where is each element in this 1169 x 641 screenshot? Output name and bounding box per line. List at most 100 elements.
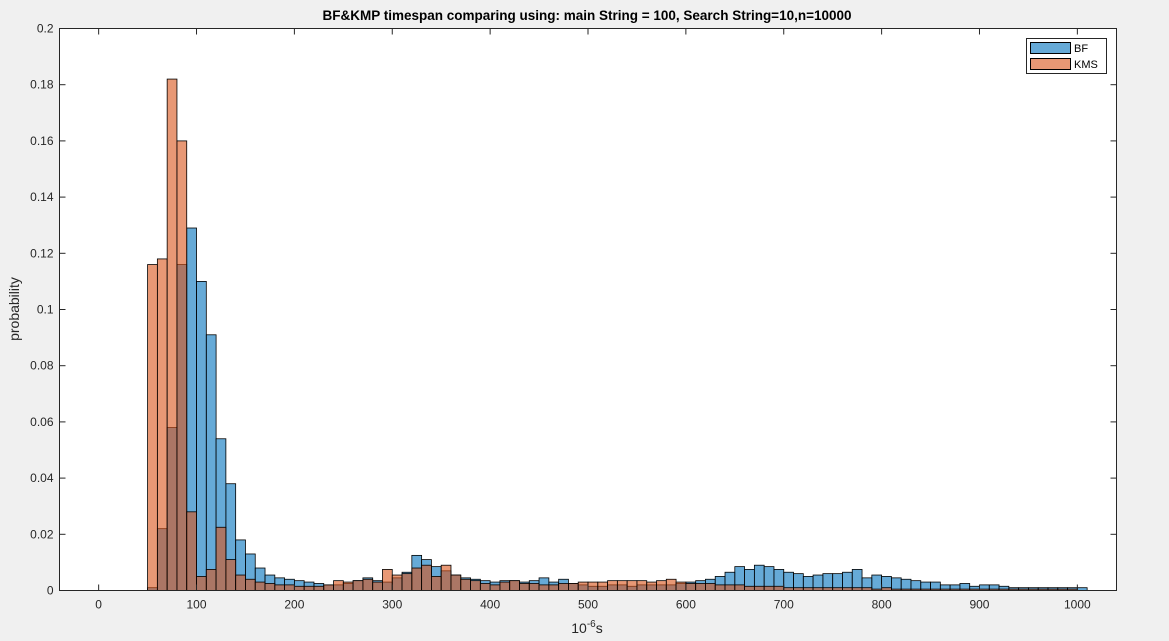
kms-bar — [450, 574, 462, 591]
x-axis-ticks: 0 100 200 300 400 500 600 700 800 900 1000 — [95, 28, 1091, 612]
y-tick-label: 0.2 — [37, 22, 54, 36]
x-tick-label: 0 — [95, 598, 102, 612]
kms-bar — [186, 511, 197, 591]
y-tick-label: 0.06 — [30, 415, 54, 429]
kms-bar — [646, 581, 657, 591]
legend-label-bf: BF — [1074, 43, 1088, 55]
kms-bar — [656, 580, 667, 591]
kms-bar — [440, 564, 452, 591]
y-tick-label: 0 — [47, 584, 54, 598]
kms-bar — [431, 576, 442, 591]
kms-bar — [235, 574, 246, 591]
kms-bar — [734, 584, 745, 591]
kms-bar — [695, 583, 706, 591]
kms-bar — [460, 578, 471, 591]
kms-bar — [147, 264, 158, 591]
kms-bar — [705, 583, 716, 591]
kms-bar — [568, 583, 579, 591]
legend: BF KMS — [1026, 38, 1107, 74]
x-tick-label: 1000 — [1064, 598, 1091, 612]
kms-bar — [470, 580, 481, 591]
x-tick-label: 400 — [480, 598, 500, 612]
kms-bar — [597, 581, 608, 591]
kms-bar — [724, 584, 736, 591]
kms-bar — [166, 78, 178, 591]
bf-bar — [205, 334, 217, 591]
kms-bar — [274, 584, 285, 591]
y-tick-label: 0.02 — [30, 527, 54, 541]
y-tick-label: 0.14 — [30, 190, 54, 204]
y-tick-label: 0.18 — [30, 78, 54, 92]
kms-bar — [421, 564, 432, 591]
x-tick-label: 600 — [676, 598, 696, 612]
x-axis-label-base: 10 — [571, 620, 587, 636]
y-axis-ticks: 0 0.02 0.04 0.06 0.08 0.1 0.12 0.14 0.16 0.18 0.2 — [30, 22, 1117, 598]
kms-bar — [616, 580, 628, 591]
x-axis-label: 10-6s — [571, 619, 602, 636]
legend-label-kms: KMS — [1074, 59, 1098, 71]
x-axis-label-exponent: -6 — [587, 619, 596, 630]
x-tick-label: 800 — [872, 598, 892, 612]
bf-bar — [196, 280, 207, 591]
kms-bar — [636, 580, 648, 591]
kms-bar — [323, 584, 334, 591]
x-tick-label: 200 — [284, 598, 304, 612]
kms-bar — [284, 584, 295, 591]
y-tick-label: 0.12 — [30, 246, 54, 260]
kms-bar — [215, 526, 227, 591]
kms-bar — [401, 573, 413, 591]
chart-title: BF&KMP timespan comparing using: main St… — [322, 8, 851, 23]
y-tick-label: 0.1 — [37, 303, 54, 317]
kms-bar — [499, 581, 511, 591]
kms-bar — [509, 580, 520, 591]
kms-bar — [763, 585, 775, 591]
kms-bar — [411, 567, 423, 591]
kms-bar — [254, 581, 266, 591]
kms-bar — [558, 583, 569, 591]
x-axis-label-unit: s — [596, 620, 603, 636]
kms-bar — [313, 585, 325, 591]
x-tick-label: 300 — [382, 598, 402, 612]
kms-bar — [519, 583, 530, 591]
kms-bar — [303, 585, 315, 591]
kms-bar — [577, 581, 589, 591]
kms-bar — [245, 578, 256, 591]
kms-bar — [587, 581, 599, 591]
x-tick-label: 100 — [187, 598, 207, 612]
kms-bar — [333, 580, 344, 591]
kms-bar — [362, 578, 374, 591]
kms-bar — [176, 140, 188, 591]
kms-bar — [489, 584, 501, 591]
kms-bar — [479, 583, 491, 591]
kms-bar — [753, 585, 765, 591]
kms-bar — [205, 569, 217, 591]
legend-swatch-bf — [1030, 42, 1071, 54]
kms-bar — [382, 569, 393, 591]
kms-bar — [196, 576, 207, 591]
x-tick-label: 700 — [774, 598, 794, 612]
y-axis-label: probability — [6, 277, 22, 341]
kms-bar — [264, 583, 276, 591]
kms-bar — [528, 583, 540, 591]
kms-bar — [372, 581, 383, 591]
y-tick-label: 0.08 — [30, 359, 54, 373]
y-tick-label: 0.04 — [30, 471, 54, 485]
kms-bar — [156, 258, 168, 591]
kms-bar — [675, 581, 687, 591]
kms-bar — [626, 580, 638, 591]
x-tick-label: 900 — [969, 598, 989, 612]
kms-bar — [607, 580, 618, 591]
kms-bar — [714, 584, 726, 591]
kms-bar — [538, 584, 550, 591]
bf-bar — [871, 574, 883, 591]
kms-bar — [391, 574, 403, 591]
kms-bar — [548, 584, 560, 591]
kms-bar — [352, 580, 364, 591]
x-tick-label: 500 — [578, 598, 598, 612]
kms-bar — [342, 581, 354, 591]
kms-bar — [744, 585, 755, 591]
y-tick-label: 0.16 — [30, 134, 54, 148]
kms-bar — [665, 578, 677, 591]
kms-bar — [685, 583, 697, 591]
